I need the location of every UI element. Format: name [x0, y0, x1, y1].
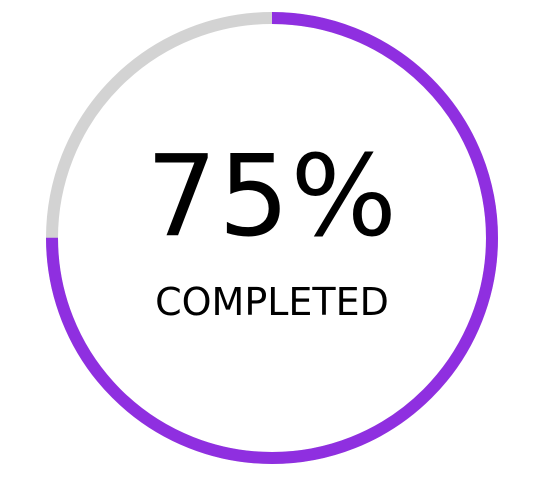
progress-readout: 75% COMPLETED	[46, 12, 498, 464]
progress-label: COMPLETED	[155, 280, 389, 324]
progress-arc	[46, 12, 498, 464]
progress-percent: 75%	[146, 132, 398, 262]
